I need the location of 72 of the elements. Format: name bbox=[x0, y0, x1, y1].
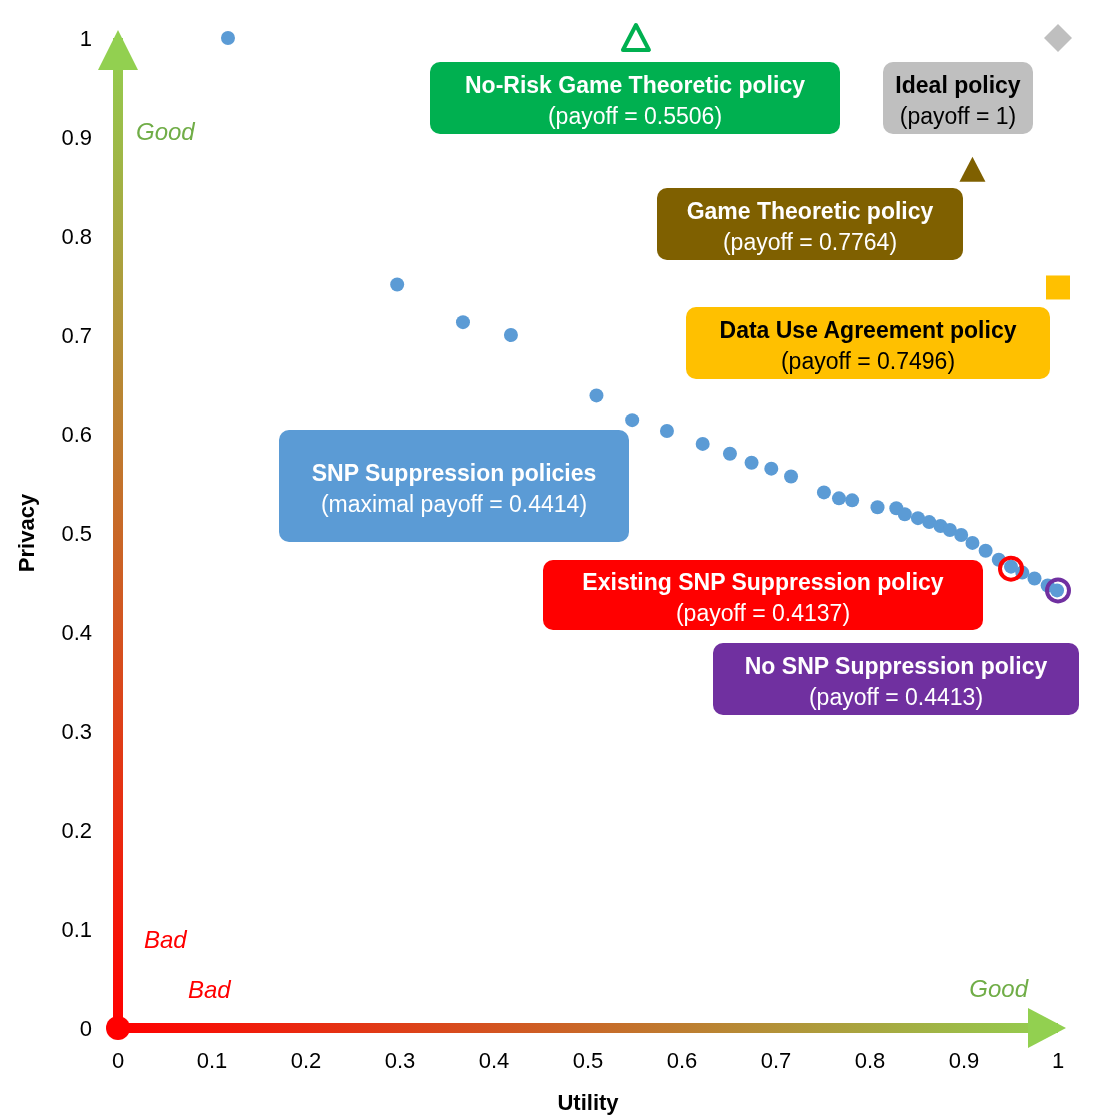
point bbox=[831, 491, 846, 506]
y-tick-label: 0.3 bbox=[61, 719, 92, 744]
x-axis-title: Utility bbox=[557, 1090, 620, 1115]
y-tick-label: 0.5 bbox=[61, 521, 92, 546]
series-label: No-Risk Game Theoretic policy bbox=[465, 72, 806, 98]
y-tick-label: 1 bbox=[79, 26, 92, 51]
annotation: Good bbox=[969, 975, 1029, 1002]
y-tick-label: 0.4 bbox=[61, 620, 92, 645]
point bbox=[897, 507, 912, 522]
point bbox=[978, 543, 993, 558]
point bbox=[744, 455, 759, 470]
point bbox=[695, 436, 710, 451]
point bbox=[998, 555, 1024, 582]
y-tick-label: 0.6 bbox=[61, 422, 92, 447]
point bbox=[455, 315, 470, 330]
series-label: Ideal policy bbox=[895, 72, 1021, 98]
text: Existing SNP Suppression policy bbox=[582, 569, 944, 595]
y-axis-title: Privacy bbox=[14, 493, 39, 573]
point bbox=[1046, 275, 1070, 300]
annotation: (payoff = 1) bbox=[899, 103, 1017, 129]
point bbox=[910, 511, 925, 526]
y-tick-label: 0.7 bbox=[61, 323, 92, 348]
point bbox=[965, 535, 980, 550]
x-tick-label: 0.9 bbox=[948, 1048, 980, 1073]
point bbox=[503, 328, 518, 342]
point bbox=[959, 156, 986, 182]
point bbox=[816, 485, 831, 500]
x-tick-label: 1 bbox=[1051, 1048, 1065, 1073]
text: SNP Suppression policies bbox=[311, 460, 597, 486]
annotation: (payoff = 0.7496) bbox=[780, 348, 956, 374]
y-tick-label: 0.8 bbox=[61, 224, 92, 249]
annotation: (payoff = 0.7764) bbox=[722, 229, 898, 255]
x-tick-label: 0.7 bbox=[760, 1048, 792, 1073]
point bbox=[1044, 24, 1072, 52]
annotation: (payoff = 0.4413) bbox=[808, 684, 984, 710]
point bbox=[845, 493, 860, 508]
point bbox=[390, 277, 405, 292]
point bbox=[870, 500, 885, 515]
point bbox=[620, 23, 651, 52]
point bbox=[1027, 571, 1042, 586]
annotation: (maximal payoff = 0.4414) bbox=[320, 491, 588, 517]
point bbox=[659, 424, 674, 439]
y-tick-label: 0 bbox=[79, 1016, 92, 1041]
text: No SNP Suppression policy bbox=[744, 653, 1048, 679]
annotation: Bad bbox=[188, 976, 232, 1003]
y-tick-label: 0.2 bbox=[61, 818, 92, 843]
x-tick-label: 0.2 bbox=[290, 1048, 322, 1073]
point bbox=[784, 469, 799, 484]
x-tick-label: 0.3 bbox=[384, 1048, 416, 1073]
x-tick-label: 0.5 bbox=[572, 1048, 604, 1073]
series-label: Game Theoretic policy bbox=[686, 198, 934, 224]
series-label: Data Use Agreement policy bbox=[719, 317, 1017, 343]
annotation: Bad bbox=[144, 926, 188, 953]
y-tick-label: 0.9 bbox=[61, 125, 92, 150]
point bbox=[722, 446, 737, 461]
y-tick-label: 0.1 bbox=[61, 917, 92, 942]
annotation: Good bbox=[136, 118, 196, 145]
annotation: (payoff = 0.5506) bbox=[547, 103, 723, 129]
x-tick-label: 0.8 bbox=[854, 1048, 886, 1073]
point bbox=[625, 413, 640, 428]
point bbox=[1045, 577, 1071, 604]
x-tick-label: 0.4 bbox=[478, 1048, 510, 1073]
point bbox=[220, 31, 235, 45]
x-tick-label: 0 bbox=[111, 1048, 125, 1073]
point bbox=[954, 527, 969, 542]
point bbox=[589, 388, 604, 403]
point bbox=[764, 461, 779, 476]
point bbox=[922, 515, 937, 530]
x-tick-label: 0.6 bbox=[666, 1048, 698, 1073]
x-tick-label: 0.1 bbox=[196, 1048, 228, 1073]
annotation: (payoff = 0.4137) bbox=[675, 600, 851, 626]
point bbox=[942, 523, 957, 538]
